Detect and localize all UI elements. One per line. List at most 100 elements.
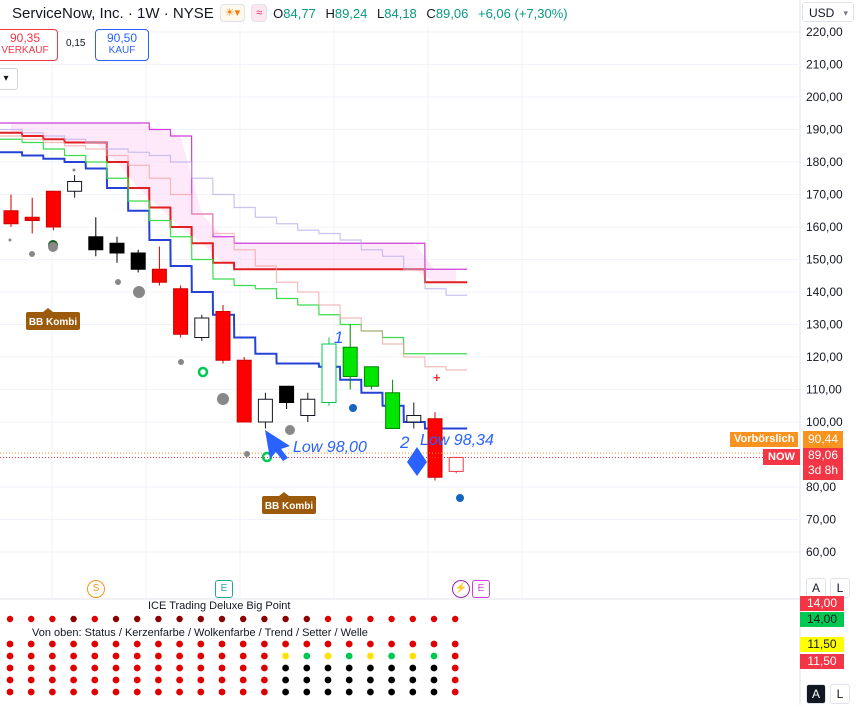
indicator-dot — [27, 652, 35, 660]
indicator-dot — [27, 640, 35, 648]
signal-dot — [178, 359, 184, 365]
indicator-dot — [70, 652, 77, 660]
indicator-dot — [345, 640, 353, 648]
indicator-dot — [27, 664, 35, 672]
indicator-dot — [303, 664, 311, 672]
lightning-icon[interactable]: ⚡ — [452, 580, 470, 598]
indicator-dot — [70, 615, 77, 623]
indicator-dot — [409, 664, 417, 672]
sun-icon[interactable]: ☀▾ — [219, 4, 246, 22]
indicator-dot — [112, 652, 120, 660]
indicator-dot — [367, 652, 374, 660]
indicator-dot — [388, 652, 395, 660]
candle-body — [427, 418, 443, 478]
indicator-dot — [240, 615, 247, 623]
candle-body — [406, 415, 422, 423]
indicator-dot — [112, 676, 120, 684]
log-scale-button[interactable]: L — [830, 578, 850, 598]
indicator-price: 11,50 — [800, 654, 844, 669]
indicator-dot — [388, 688, 395, 696]
log-scale-button[interactable]: L — [830, 684, 850, 704]
auto-scale-button[interactable]: A — [806, 684, 826, 704]
candle-body — [194, 317, 210, 338]
indicator-dot — [91, 676, 99, 684]
indicator-dot — [197, 652, 205, 660]
candle-body — [45, 190, 61, 228]
indicator-dot — [70, 676, 77, 684]
label-tail — [43, 308, 53, 312]
buy-button[interactable]: 90,50 KAUF — [95, 29, 149, 61]
indicator-dot — [239, 664, 247, 672]
indicator-dot — [155, 640, 162, 648]
price-tick-label: 210,00 — [806, 58, 843, 72]
indicator-dot — [176, 615, 183, 623]
price-tick-label: 150,00 — [806, 253, 843, 267]
chevron-down-icon: ▾ — [843, 8, 848, 18]
premarket-tag: Vorbörslich — [730, 432, 799, 447]
indicator-dot — [451, 652, 459, 660]
indicator-dot — [112, 615, 120, 623]
signal-dot — [29, 251, 35, 257]
indicator-dot — [133, 652, 141, 660]
indicator-dot — [155, 664, 162, 672]
indicator-dot — [218, 676, 226, 684]
indicator-dot — [27, 676, 35, 684]
indicator-dot — [6, 640, 14, 648]
candle-body — [385, 392, 401, 429]
close-value: 89,06 — [435, 5, 469, 21]
price-tick-label: 80,00 — [806, 480, 836, 494]
earnings-event-icon[interactable]: E — [472, 580, 490, 598]
indicator-dot — [6, 615, 14, 623]
currency-label: USD — [809, 6, 835, 20]
indicator-dot — [49, 615, 56, 623]
sell-button[interactable]: 90,35 VERKAUF — [0, 29, 58, 61]
indicator-dot — [367, 664, 374, 672]
indicator-dot — [261, 688, 268, 696]
indicator-dot — [218, 640, 226, 648]
indicator-dot — [176, 664, 184, 672]
indicator-dot — [430, 664, 438, 672]
indicator-dot — [324, 615, 332, 623]
plus-marker: + — [433, 370, 441, 385]
indicator-dot — [409, 615, 416, 623]
earnings-event-icon[interactable]: E — [215, 580, 233, 598]
low-label: L — [377, 5, 385, 21]
wave-icon[interactable]: ≈ — [251, 4, 268, 22]
indicator-dot — [324, 640, 332, 648]
candle-body — [67, 181, 83, 192]
last-price-label: 89,06 3d 8h — [803, 448, 843, 480]
indicator-dot — [133, 664, 141, 672]
indicator-price: 14,00 — [800, 596, 844, 611]
split-event-icon[interactable]: S — [87, 580, 105, 598]
diamond-marker — [407, 447, 427, 476]
indicator-dot — [91, 688, 99, 696]
signal-dot — [48, 242, 58, 252]
indicator-dot — [112, 688, 120, 696]
chevron-down-icon[interactable]: ▾ — [0, 68, 18, 90]
signal-dot — [115, 279, 121, 285]
indicator-dot — [239, 640, 247, 648]
bb-kombi-label: BB Kombi — [265, 501, 314, 512]
low-value: 84,18 — [384, 5, 417, 21]
indicator-dot — [345, 652, 353, 660]
indicator-dot — [218, 688, 226, 696]
indicator-dot — [218, 615, 226, 623]
indicator-dot — [303, 615, 310, 623]
indicator-dot — [49, 652, 56, 660]
indicator-dot — [176, 688, 184, 696]
symbol-title[interactable]: ServiceNow, Inc. · 1W · NYSE — [12, 4, 214, 22]
indicator-dot — [176, 652, 184, 660]
price-tick-label: 140,00 — [806, 285, 843, 299]
indicator-dot — [91, 615, 99, 623]
indicator-dot — [176, 676, 184, 684]
indicator-dot — [91, 652, 99, 660]
indicator-dot — [27, 688, 35, 696]
signal-dot — [244, 451, 250, 457]
indicator-dot — [388, 640, 395, 648]
auto-scale-button[interactable]: A — [806, 578, 826, 598]
currency-select[interactable]: USD ▾ — [802, 2, 854, 22]
candle-body — [88, 236, 104, 251]
indicator-dot — [28, 615, 35, 623]
arrow-marker — [265, 430, 290, 461]
